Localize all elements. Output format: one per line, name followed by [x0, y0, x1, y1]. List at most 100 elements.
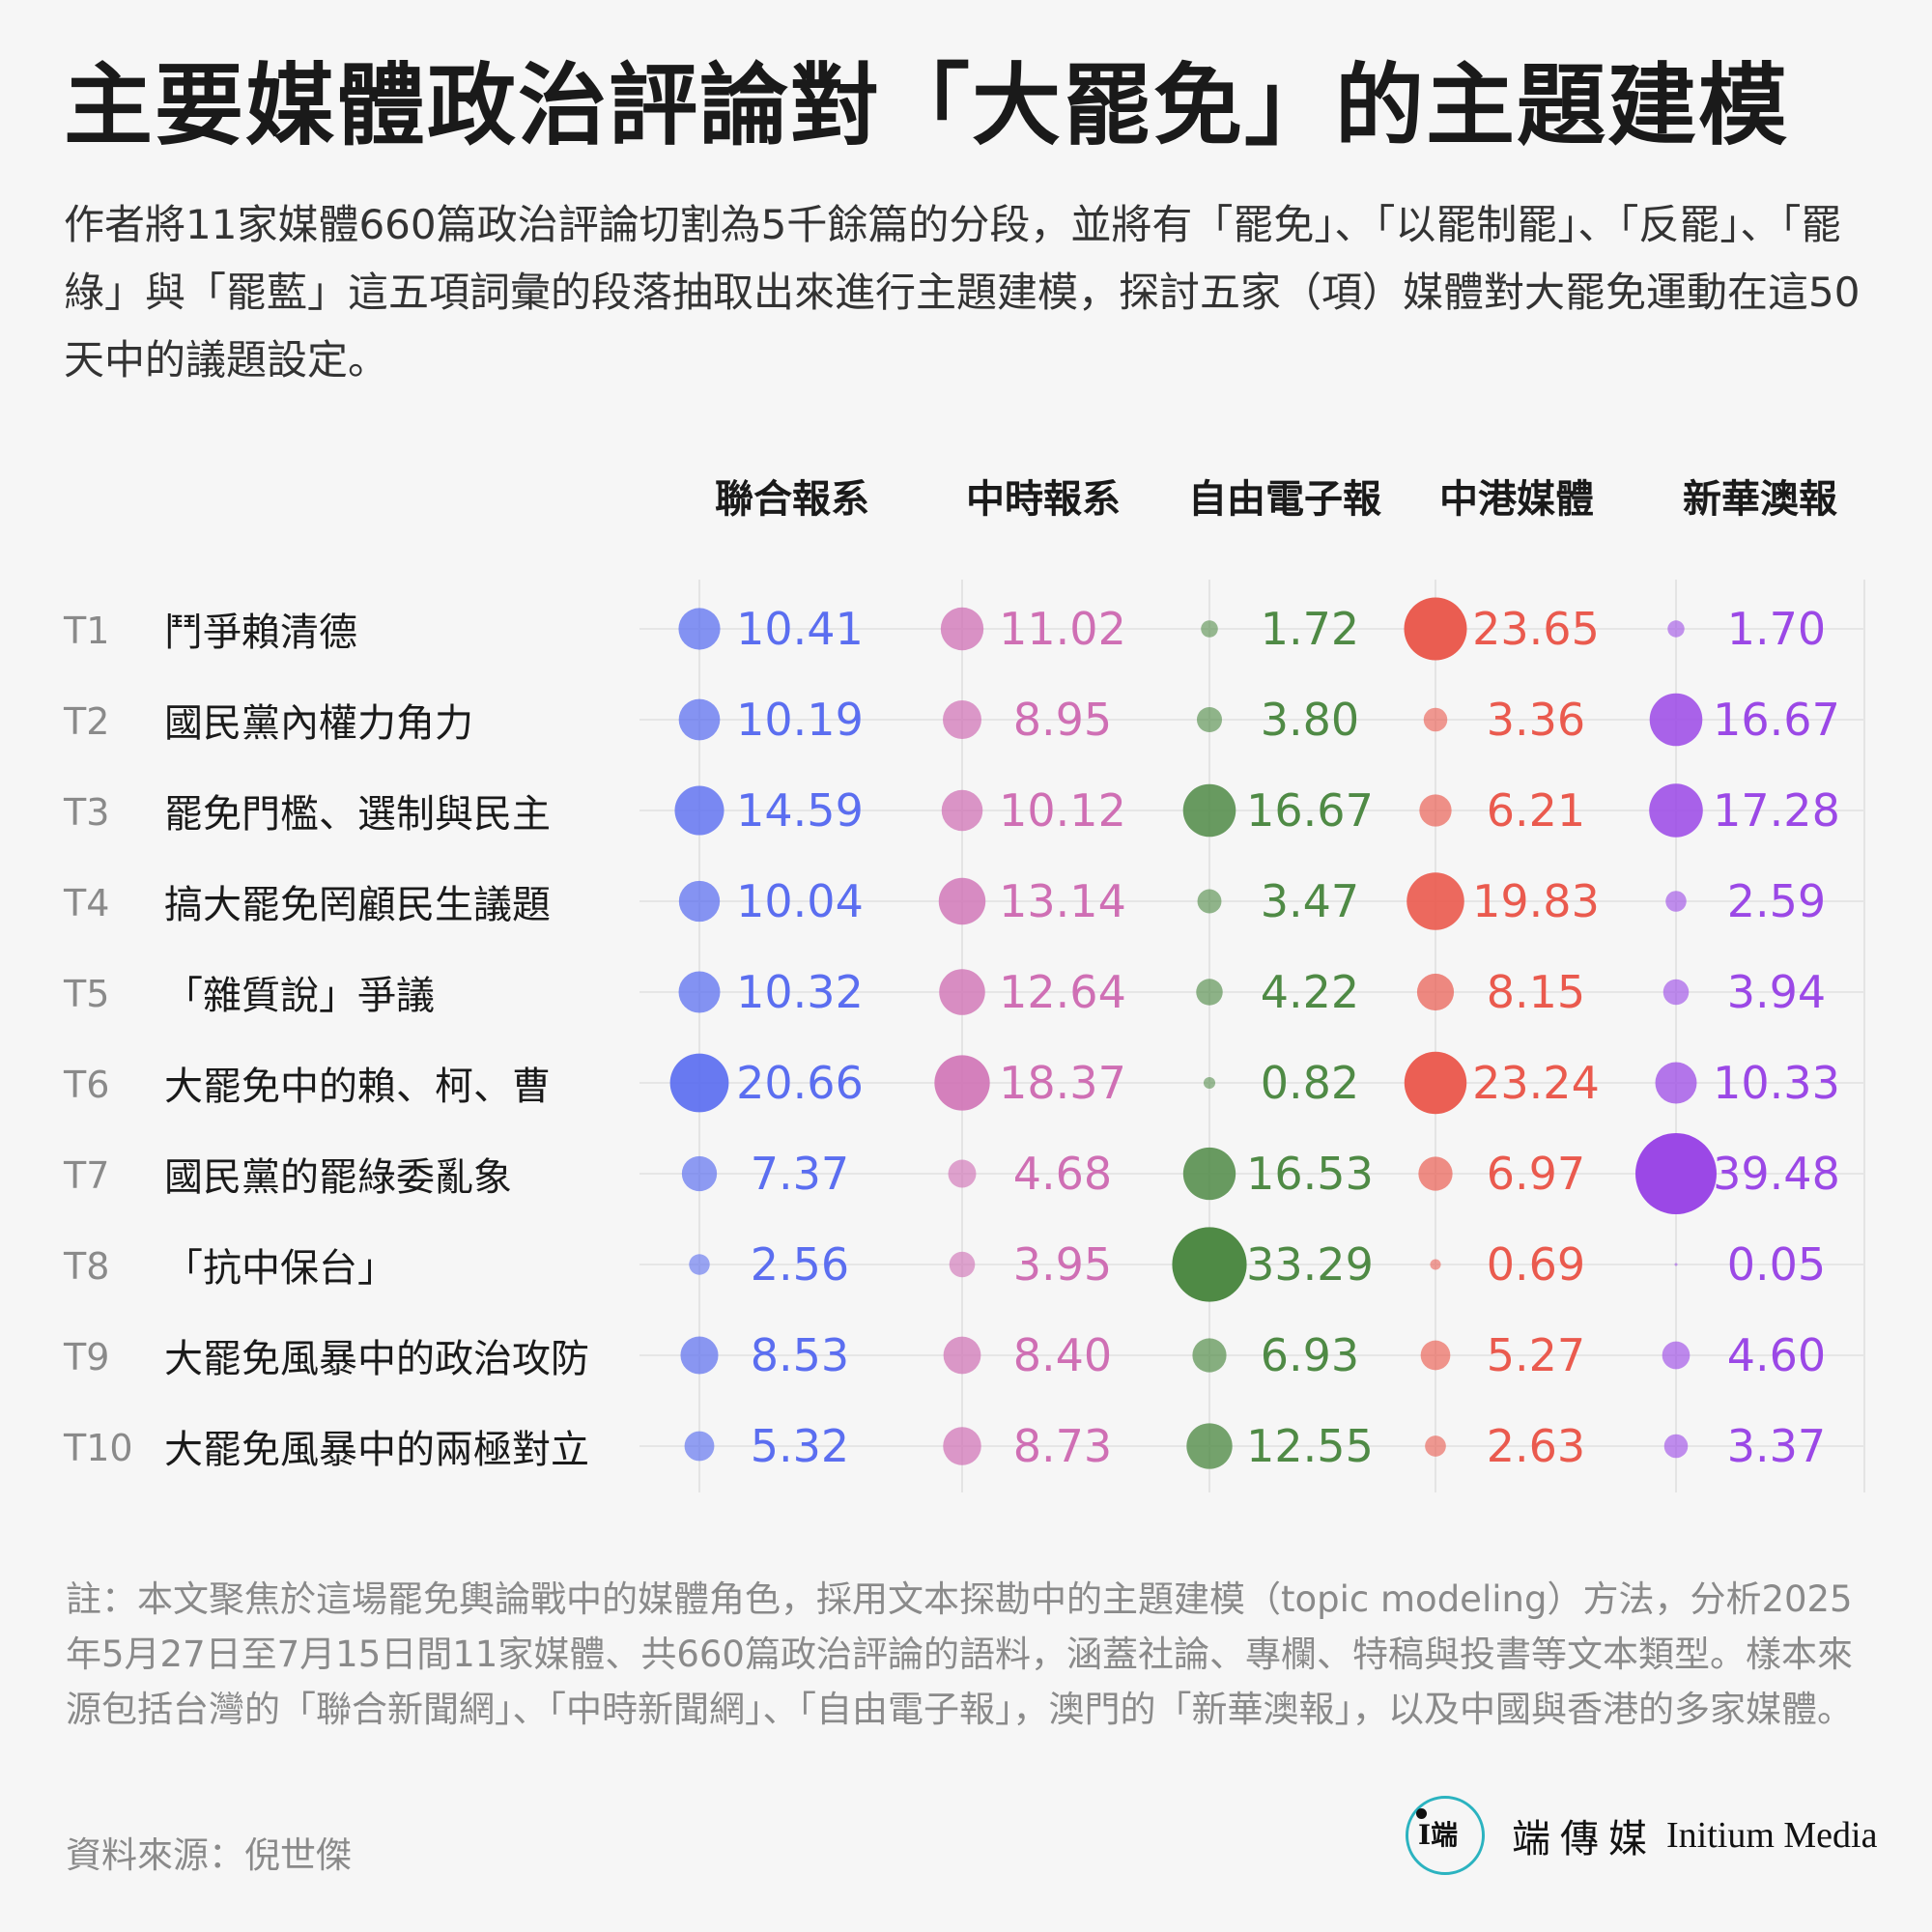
- topic-id: T6: [63, 1064, 109, 1106]
- topic-id: T10: [63, 1427, 133, 1469]
- bubble-value-label: 1.70: [1727, 603, 1826, 655]
- bubble-value-label: 3.95: [1013, 1238, 1112, 1291]
- bubble: [669, 1053, 729, 1113]
- bubble-value-label: 16.53: [1246, 1148, 1374, 1200]
- bubble: [1667, 620, 1685, 638]
- topic-label: 大罷免風暴中的兩極對立: [164, 1428, 589, 1472]
- bubble: [1418, 1156, 1453, 1191]
- topic-label: 罷免門檻、選制與民主: [164, 792, 551, 837]
- bubble-value-label: 4.60: [1727, 1329, 1826, 1381]
- column-header: 自由電子報: [1188, 477, 1381, 522]
- bubble: [680, 1336, 719, 1375]
- topic-id: T8: [63, 1245, 109, 1288]
- bubble: [1425, 1435, 1446, 1457]
- topic-label: 國民黨內權力角力: [164, 701, 473, 746]
- bubble-value-label: 0.69: [1487, 1238, 1585, 1291]
- bubble-value-label: 10.04: [736, 875, 864, 927]
- topic-id: T1: [63, 610, 109, 652]
- bubble: [1662, 979, 1690, 1006]
- topic-id: T4: [63, 882, 109, 924]
- bubble: [1674, 1263, 1678, 1266]
- bubble: [1649, 693, 1703, 747]
- bubble: [939, 969, 985, 1015]
- bubble-value-label: 2.59: [1727, 875, 1826, 927]
- bubble-value-label: 1.72: [1261, 603, 1359, 655]
- bubble: [1172, 1227, 1247, 1302]
- bubble: [1423, 707, 1448, 732]
- bubble-value-label: 8.95: [1013, 694, 1112, 746]
- bubble: [940, 607, 984, 651]
- bubble: [678, 971, 721, 1013]
- bubble: [1430, 1259, 1441, 1270]
- bubble-value-label: 18.37: [999, 1057, 1126, 1109]
- bubble-value-label: 5.32: [751, 1420, 849, 1472]
- topic-label: 國民黨的罷綠委亂象: [164, 1155, 512, 1200]
- bubble-value-label: 20.66: [736, 1057, 864, 1109]
- topic-label: 大罷免風暴中的政治攻防: [164, 1337, 589, 1381]
- topic-id: T3: [63, 791, 109, 834]
- bubble: [1201, 620, 1218, 638]
- bubble: [1655, 1062, 1697, 1104]
- bubble: [678, 698, 721, 741]
- bubble-value-label: 12.55: [1246, 1420, 1374, 1472]
- bubble-value-label: 6.97: [1487, 1148, 1585, 1200]
- bubble: [1662, 1341, 1690, 1370]
- bubble-value-label: 16.67: [1246, 784, 1374, 837]
- bubble: [1419, 794, 1452, 827]
- logo-text-english: Initium Media: [1666, 1815, 1878, 1856]
- bubble: [934, 1055, 990, 1111]
- column-header: 聯合報系: [715, 477, 869, 522]
- topic-label: 鬥爭賴清德: [164, 611, 357, 655]
- bubble-value-label: 11.02: [999, 603, 1126, 655]
- bubble-value-label: 10.12: [999, 784, 1126, 837]
- bubble-value-label: 2.63: [1487, 1420, 1585, 1472]
- bubble-value-label: 3.94: [1727, 966, 1826, 1018]
- bubble-value-label: 12.64: [999, 966, 1126, 1018]
- bubble-value-label: 14.59: [736, 784, 864, 837]
- logo-text-chinese: 端傳媒: [1512, 1817, 1657, 1861]
- topic-label: 「抗中保台」: [164, 1246, 396, 1291]
- bubble: [943, 1336, 981, 1375]
- bubble-value-label: 10.32: [736, 966, 864, 1018]
- bubble-value-label: 8.15: [1487, 966, 1585, 1018]
- bubble-value-label: 39.48: [1713, 1148, 1840, 1200]
- bubble: [1404, 597, 1467, 661]
- page-title: 主要媒體政治評論對「大罷免」的主題建模: [64, 54, 1790, 157]
- column-header: 新華澳報: [1683, 477, 1837, 522]
- bubble: [684, 1431, 715, 1462]
- bubble-value-label: 6.21: [1487, 784, 1585, 837]
- topic-id: T2: [63, 700, 109, 743]
- bubble-value-label: 3.47: [1261, 875, 1359, 927]
- bubble: [948, 1159, 977, 1188]
- topic-label: 「雜質說」爭議: [164, 974, 435, 1018]
- topic-label: 搞大罷免罔顧民生議題: [164, 883, 551, 927]
- bubble: [678, 608, 721, 650]
- column-header: 中港媒體: [1439, 477, 1594, 522]
- bubble-value-label: 6.93: [1261, 1329, 1359, 1381]
- bubble: [1203, 1076, 1216, 1090]
- bubble: [674, 785, 724, 836]
- bubble-value-label: 16.67: [1713, 694, 1840, 746]
- bubble: [1186, 1423, 1233, 1469]
- bubble-chart: 聯合報系 中時報系 自由電子報 中港媒體 新華澳報 T1 鬥爭賴清德 10.41 11.02 1.…: [0, 454, 1932, 1517]
- bubble: [1635, 1133, 1717, 1214]
- bubble: [1649, 783, 1703, 838]
- bubble: [949, 1251, 976, 1278]
- data-source: 資料來源：倪世傑: [66, 1834, 352, 1876]
- initium-logo: I端 端傳媒 Initium Media: [1406, 1792, 1877, 1879]
- bubble: [1420, 1340, 1451, 1371]
- bubble-value-label: 0.05: [1727, 1238, 1826, 1291]
- bubble: [1663, 1434, 1689, 1459]
- bubble-value-label: 3.36: [1487, 694, 1585, 746]
- bubble-value-label: 4.22: [1261, 966, 1359, 1018]
- footnote: 註：本文聚焦於這場罷免輿論戰中的媒體角色，採用文本探勘中的主題建模（topic …: [66, 1578, 1853, 1730]
- topic-id: T7: [63, 1154, 109, 1197]
- bubble-value-label: 33.29: [1246, 1238, 1374, 1291]
- bubble-value-label: 10.41: [736, 603, 864, 655]
- column-header: 中時報系: [966, 477, 1121, 522]
- bubble-value-label: 23.24: [1472, 1057, 1600, 1109]
- bubble-value-label: 8.73: [1013, 1420, 1112, 1472]
- bubble-chart-svg: 聯合報系 中時報系 自由電子報 中港媒體 新華澳報 T1 鬥爭賴清德 10.41 11.02 1.…: [63, 477, 1865, 1492]
- topic-id: T5: [63, 973, 109, 1015]
- bubble-value-label: 17.28: [1713, 784, 1840, 837]
